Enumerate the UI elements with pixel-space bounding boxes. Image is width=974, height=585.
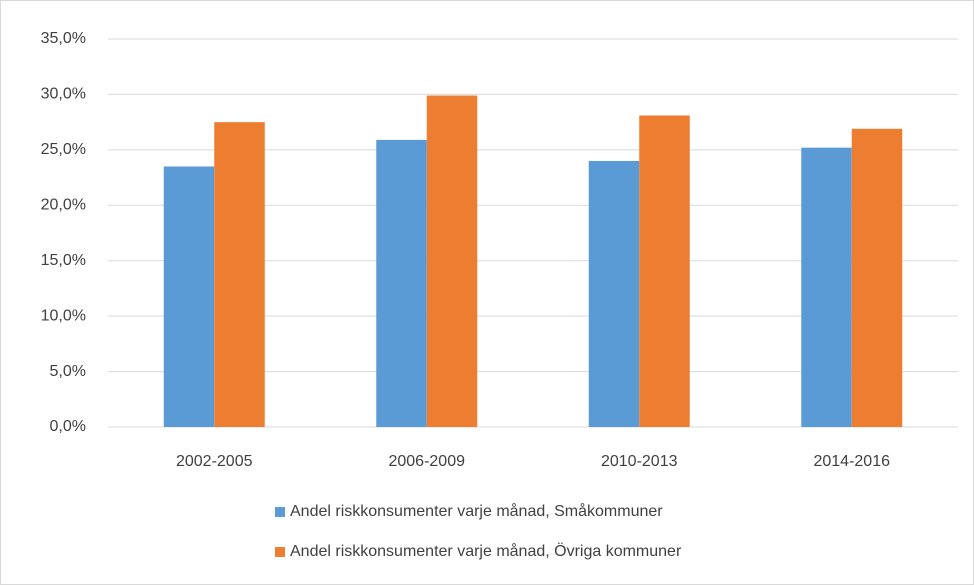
y-tick-label: 0,0%	[50, 418, 86, 435]
y-tick-label: 30,0%	[41, 86, 86, 103]
bar	[639, 115, 690, 428]
y-tick-label: 25,0%	[41, 141, 86, 158]
y-tick-label: 10,0%	[41, 307, 86, 324]
y-tick-label: 15,0%	[41, 252, 86, 269]
bar	[801, 147, 852, 427]
bar	[376, 139, 427, 427]
y-tick-label: 35,0%	[41, 30, 86, 47]
legend-swatch	[275, 507, 285, 517]
bar	[426, 95, 478, 427]
x-tick-label: 2010-2013	[601, 453, 678, 470]
y-tick-label: 20,0%	[41, 197, 86, 214]
legend-label: Andel riskkonsumenter varje månad, Småko…	[290, 502, 663, 520]
bar	[588, 160, 640, 427]
x-tick-label: 2002-2005	[176, 453, 253, 470]
y-tick-label: 5,0%	[50, 363, 86, 380]
bar	[214, 122, 265, 428]
legend-swatch	[275, 547, 285, 557]
x-tick-label: 2014-2016	[813, 453, 890, 470]
bar	[851, 128, 903, 427]
bar	[163, 166, 215, 427]
x-tick-label: 2006-2009	[388, 453, 465, 470]
legend-label: Andel riskkonsumenter varje månad, Övrig…	[290, 542, 682, 560]
